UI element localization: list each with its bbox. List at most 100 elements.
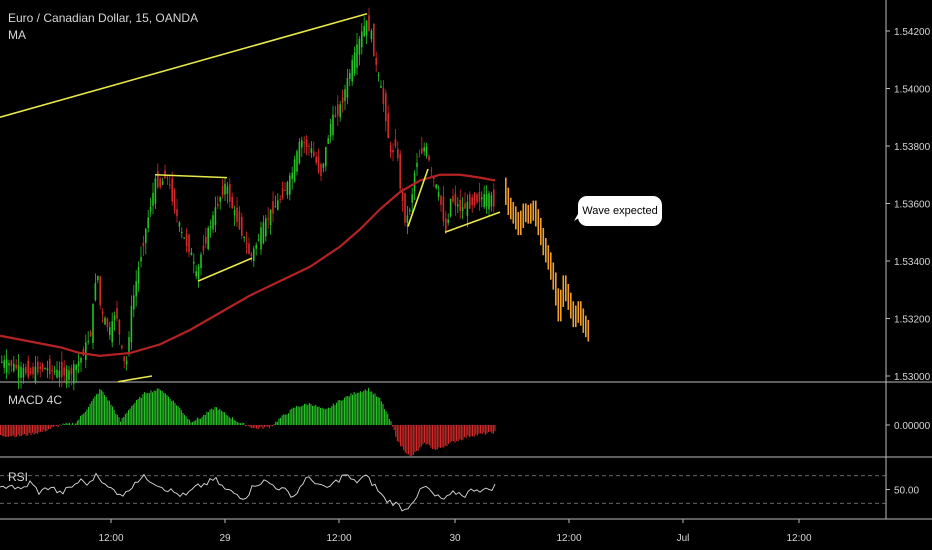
candle-up [135,281,137,297]
macd-bar-negative [265,425,267,427]
macd-bar-negative [0,425,2,436]
macd-bar-negative [440,425,442,448]
candle-up [344,89,346,101]
macd-bar-positive [172,400,174,425]
macd-bar-positive [190,422,192,425]
projection-bar [560,289,562,322]
macd-bar-negative [494,425,496,432]
macd-bar-positive [382,403,384,425]
candle-down [392,149,394,153]
macd-bar-positive [132,404,134,425]
candle-down [157,171,159,188]
macd-bar-positive [105,396,107,425]
macd-bar-positive [139,396,141,425]
macd-bar-negative [395,425,397,437]
candle-up [190,252,193,256]
macd-bar-positive [196,417,198,425]
macd-bar-negative [452,425,454,442]
candle-down [99,276,101,306]
macd-bar-positive [121,418,123,425]
candle-down [315,156,317,163]
candle-up [46,368,49,371]
macd-bar-positive [316,406,318,425]
chart-title: Euro / Canadian Dollar, 15, OANDA [8,11,199,25]
candle-down [308,146,310,148]
macd-bar-positive [275,421,277,425]
macd-bar-negative [27,425,29,436]
macd-bar-positive [91,401,93,425]
candle-down [421,148,423,154]
macd-bar-negative [14,425,16,438]
macd-bar-positive [171,401,173,425]
candle-up [255,244,257,249]
macd-bar-negative [52,425,54,427]
candle-down [334,114,337,117]
candle-up [329,124,332,137]
macd-bar-negative [262,425,264,429]
macd-bar-positive [320,407,322,425]
macd-bar-positive [211,408,213,425]
macd-bar-positive [193,420,195,425]
candle-up [161,181,164,185]
candle-down [279,199,281,201]
macd-bar-positive [182,413,184,425]
macd-bar-positive [238,422,240,425]
projection-bar [517,212,520,236]
macd-bar-positive [84,411,86,425]
rsi-label: RSI [8,470,29,484]
macd-bar-positive [112,406,114,425]
candle-down [49,358,51,375]
candle-down [473,193,476,206]
macd-bar-positive [340,400,342,425]
macd-bar-negative [456,425,458,441]
macd-bar-negative [436,425,438,450]
macd-bar-negative [424,425,426,443]
candle-up [80,357,82,363]
macd-bar-positive [88,406,90,425]
candle-up [411,194,413,203]
candle-up [406,215,409,223]
ma-line [0,173,496,357]
macd-bar-negative [443,425,445,448]
candle-up [207,228,209,249]
candle-up [274,206,277,208]
macd-bar-positive [169,398,171,425]
candle-down [245,242,248,245]
candle-down [32,366,34,375]
candle-up [152,192,154,206]
candle-up [212,215,214,230]
indicator-label: MA [8,28,26,42]
macd-bar-positive [65,422,67,425]
projection-bars [505,177,590,342]
macd-bar-positive [283,414,285,425]
macd-bar-positive [62,423,64,425]
projection-bar [555,272,557,306]
candle-up [22,368,25,378]
macd-bar-negative [433,425,435,449]
candle-down [464,203,466,209]
macd-bar-positive [377,397,379,425]
candle-down [142,242,145,247]
macd-bar-negative [398,425,400,443]
macd-bar-negative [491,425,493,433]
macd-bar-positive [97,393,99,425]
macd-bar-positive [240,423,242,425]
macd-bar-negative [19,425,21,437]
macd-bar-positive [158,388,160,425]
price-tick-label: 1.53600 [894,200,931,211]
candle-down [459,200,461,211]
candle-down [368,15,370,32]
macd-bar-negative [44,425,46,432]
macd-bar-positive [68,422,70,425]
macd-bar-negative [459,425,461,440]
rsi-pane [0,472,886,512]
candle-up [363,26,365,37]
projection-bar [537,209,540,236]
candle-up [5,359,8,373]
projection-bar [585,315,587,338]
macd-bar-positive [118,417,120,425]
candle-down [231,196,233,209]
candle-down [493,189,495,207]
candle-down [272,201,274,214]
macd-bar-positive [358,392,360,425]
